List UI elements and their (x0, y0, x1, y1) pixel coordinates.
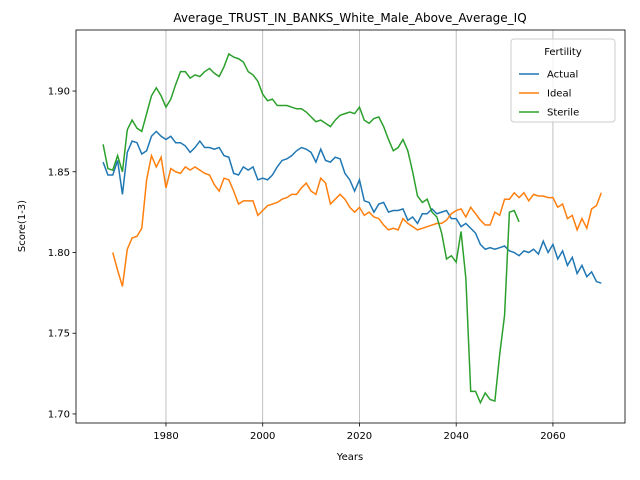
legend-box (510, 38, 616, 123)
x-tick-label: 2000 (250, 431, 275, 442)
legend-label: Sterile (547, 108, 579, 119)
x-tick-label: 2040 (443, 431, 468, 442)
y-tick-label: 1.90 (48, 87, 70, 98)
x-tick-label: 1980 (153, 431, 178, 442)
y-tick-label: 1.85 (48, 167, 70, 178)
legend-title: Fertility (544, 47, 582, 58)
chart-title: Average_TRUST_IN_BANKS_White_Male_Above_… (173, 11, 526, 25)
plot-frame (75, 29, 626, 424)
x-axis-label: Years (336, 452, 363, 463)
legend-label: Ideal (547, 89, 571, 100)
y-tick-label: 1.70 (48, 409, 70, 420)
line (112, 153, 603, 287)
legend-label: Actual (547, 70, 578, 81)
x-tick-label: 2060 (540, 431, 565, 442)
y-tick-label: 1.75 (48, 329, 70, 340)
line (102, 130, 602, 284)
x-tick-label: 2020 (347, 431, 372, 442)
y-axis-label: Score(1-3) (17, 200, 28, 252)
y-tick-label: 1.80 (48, 248, 70, 259)
line (102, 52, 520, 405)
legend: Fertility Actual Ideal Sterile (510, 38, 616, 123)
